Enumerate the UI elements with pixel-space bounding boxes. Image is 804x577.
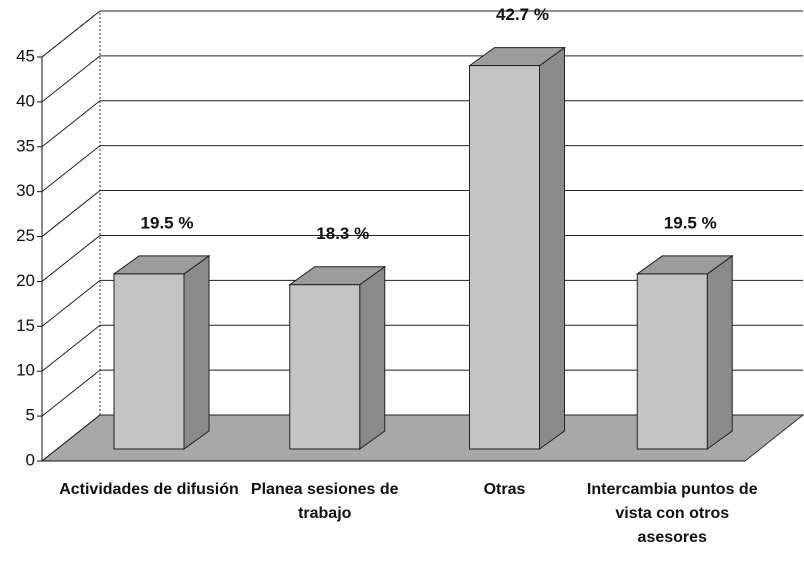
bar — [469, 65, 540, 450]
grid-line-side — [41, 369, 101, 417]
y-tick-label: 45 — [16, 46, 35, 65]
value-label: 42.7 % — [496, 5, 549, 24]
y-tick-label: 0 — [26, 450, 35, 469]
grid-line-side — [41, 100, 101, 148]
grid-line-side — [41, 414, 101, 462]
grid-line-side — [41, 324, 101, 372]
bar — [636, 273, 708, 450]
grid-line-side — [41, 55, 101, 103]
y-tick-label: 30 — [16, 181, 35, 200]
x-tick-label: Actividades de difusión — [59, 481, 239, 498]
bar-side — [359, 265, 386, 450]
bar — [113, 273, 185, 450]
grid-line-side — [41, 145, 101, 193]
bar-side — [183, 254, 210, 450]
x-tick-label: Planea sesiones de trabajo — [250, 481, 399, 522]
y-tick-label: 40 — [16, 91, 35, 110]
y-tick-label: 25 — [16, 226, 35, 245]
value-label: 19.5 % — [664, 213, 717, 232]
bar-side — [539, 46, 565, 450]
y-tick-label: 35 — [16, 136, 35, 155]
x-tick-label: Otras — [483, 481, 526, 498]
grid-line-side — [41, 235, 101, 282]
bar-side — [706, 254, 733, 450]
x-tick-label: Intercambia puntos de vista con otros as… — [586, 481, 758, 546]
y-tick-label: 5 — [26, 406, 35, 425]
grid-line-side — [41, 190, 101, 237]
value-label: 18.3 % — [316, 224, 369, 243]
grid-line-side — [41, 279, 101, 327]
bar — [289, 284, 361, 450]
grid-line-side — [41, 10, 101, 58]
y-tick-label: 20 — [16, 271, 35, 290]
y-tick-label: 15 — [16, 316, 35, 335]
y-tick-label: 10 — [16, 361, 35, 380]
value-label: 19.5 % — [141, 213, 194, 232]
